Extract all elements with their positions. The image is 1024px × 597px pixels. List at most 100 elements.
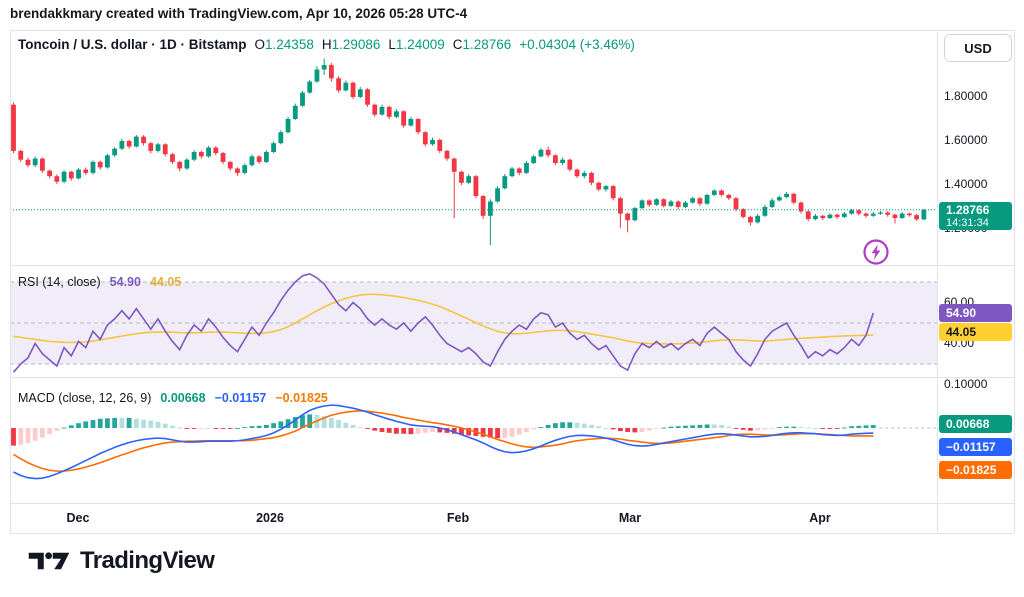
rsi-legend-label[interactable]: RSI (14, close)	[18, 275, 101, 289]
candle	[213, 146, 219, 156]
symbol-legend[interactable]: Toncoin / U.S. dollar · 1D · Bitstamp O1…	[18, 37, 635, 52]
candle	[610, 185, 616, 201]
candle	[394, 109, 399, 118]
candle	[856, 209, 862, 216]
candle	[105, 153, 110, 169]
chart-frame-top	[10, 30, 1014, 31]
candle	[365, 88, 370, 107]
candle	[849, 208, 854, 215]
candle	[791, 192, 797, 205]
candle	[567, 158, 573, 172]
candle	[422, 131, 428, 147]
candle	[379, 104, 385, 116]
macd-value-macd: −0.01157	[214, 391, 267, 405]
candle	[285, 116, 291, 134]
macd-legend[interactable]: MACD (close, 12, 26, 9) 0.00668 −0.01157…	[18, 391, 328, 405]
candle	[726, 193, 732, 200]
price-axis-label[interactable]: 1.40000	[944, 177, 988, 191]
candle	[292, 103, 298, 121]
candle	[256, 155, 262, 165]
rsi-main-line	[12, 272, 875, 373]
candle	[690, 197, 696, 204]
candle	[227, 160, 233, 171]
currency-button[interactable]: USD	[944, 34, 1012, 62]
candle	[47, 169, 53, 179]
candle	[798, 201, 804, 214]
candle	[271, 141, 276, 154]
candle	[242, 163, 248, 175]
candle	[155, 142, 161, 153]
macd-legend-label[interactable]: MACD (close, 12, 26, 9)	[18, 391, 152, 405]
candle	[191, 150, 197, 162]
candle	[531, 154, 537, 165]
rsi-legend[interactable]: RSI (14, close) 54.90 44.05	[18, 275, 181, 289]
time-axis-label: Dec	[66, 511, 90, 525]
macd-value-signal: −0.01825	[275, 391, 328, 405]
candle	[314, 66, 320, 83]
candle	[892, 213, 898, 224]
candle	[697, 197, 703, 206]
chart-frame-left	[10, 30, 11, 533]
candle	[220, 152, 226, 165]
candle	[133, 134, 139, 148]
ohlc-close: C1.28766	[452, 37, 512, 52]
candle	[90, 160, 96, 175]
tradingview-logo-icon	[28, 552, 70, 570]
candle	[574, 168, 580, 178]
candle	[639, 199, 645, 210]
candle	[596, 181, 602, 192]
candle	[885, 211, 891, 217]
candle	[776, 195, 782, 202]
lightning-icon[interactable]	[861, 237, 891, 267]
candle	[466, 174, 472, 184]
tradingview-logo[interactable]: TradingView	[28, 546, 215, 576]
candle	[914, 214, 920, 221]
candle	[126, 139, 132, 149]
price-axis-separator[interactable]	[937, 30, 938, 533]
candle	[813, 214, 818, 221]
ohlc-open: O1.24358	[254, 37, 314, 52]
candle	[524, 160, 529, 174]
rsi-value-main: 54.90	[109, 275, 141, 289]
macd-hist-badge: 0.00668	[939, 415, 1012, 433]
time-axis[interactable]: Dec 2026 Feb Mar Apr	[0, 503, 1024, 533]
candle	[119, 138, 125, 151]
candle	[755, 214, 761, 224]
last-price-badge: 1.28766 14:31:34	[939, 202, 1012, 230]
price-axis-label[interactable]: 1.80000	[944, 89, 988, 103]
candle	[625, 212, 631, 233]
tradingview-logo-text: TradingView	[80, 547, 215, 574]
pane-divider-timeaxis	[10, 503, 1014, 504]
macd-signal-badge: −0.01825	[939, 461, 1012, 479]
candle	[552, 154, 558, 166]
candle	[784, 192, 789, 199]
candle	[177, 160, 183, 172]
price-axis-label[interactable]: 1.60000	[944, 133, 988, 147]
chart-frame-bottom	[10, 533, 1014, 534]
candle	[704, 193, 710, 205]
macd-axis-label[interactable]: 0.10000	[944, 377, 988, 391]
candle	[329, 62, 334, 82]
candle	[646, 199, 652, 207]
pane-divider-macd[interactable]	[10, 377, 1014, 378]
pane-divider-rsi[interactable]	[10, 265, 1014, 266]
candle	[148, 141, 154, 154]
candle	[589, 171, 594, 185]
candle	[372, 103, 378, 117]
chart-frame-right	[1014, 30, 1015, 533]
candle	[141, 135, 146, 146]
symbol-title[interactable]: Toncoin / U.S. dollar · 1D · Bitstamp	[18, 37, 247, 52]
time-axis-label: 2026	[256, 511, 284, 525]
candle	[451, 157, 457, 218]
candle	[668, 199, 674, 207]
candle	[618, 197, 623, 228]
ohlc-low: L1.24009	[388, 37, 445, 52]
candle	[112, 147, 118, 157]
candle	[459, 170, 464, 185]
candle	[769, 198, 775, 209]
macd-value-hist: 0.00668	[160, 391, 206, 405]
candle	[249, 154, 255, 167]
candle	[603, 185, 609, 192]
